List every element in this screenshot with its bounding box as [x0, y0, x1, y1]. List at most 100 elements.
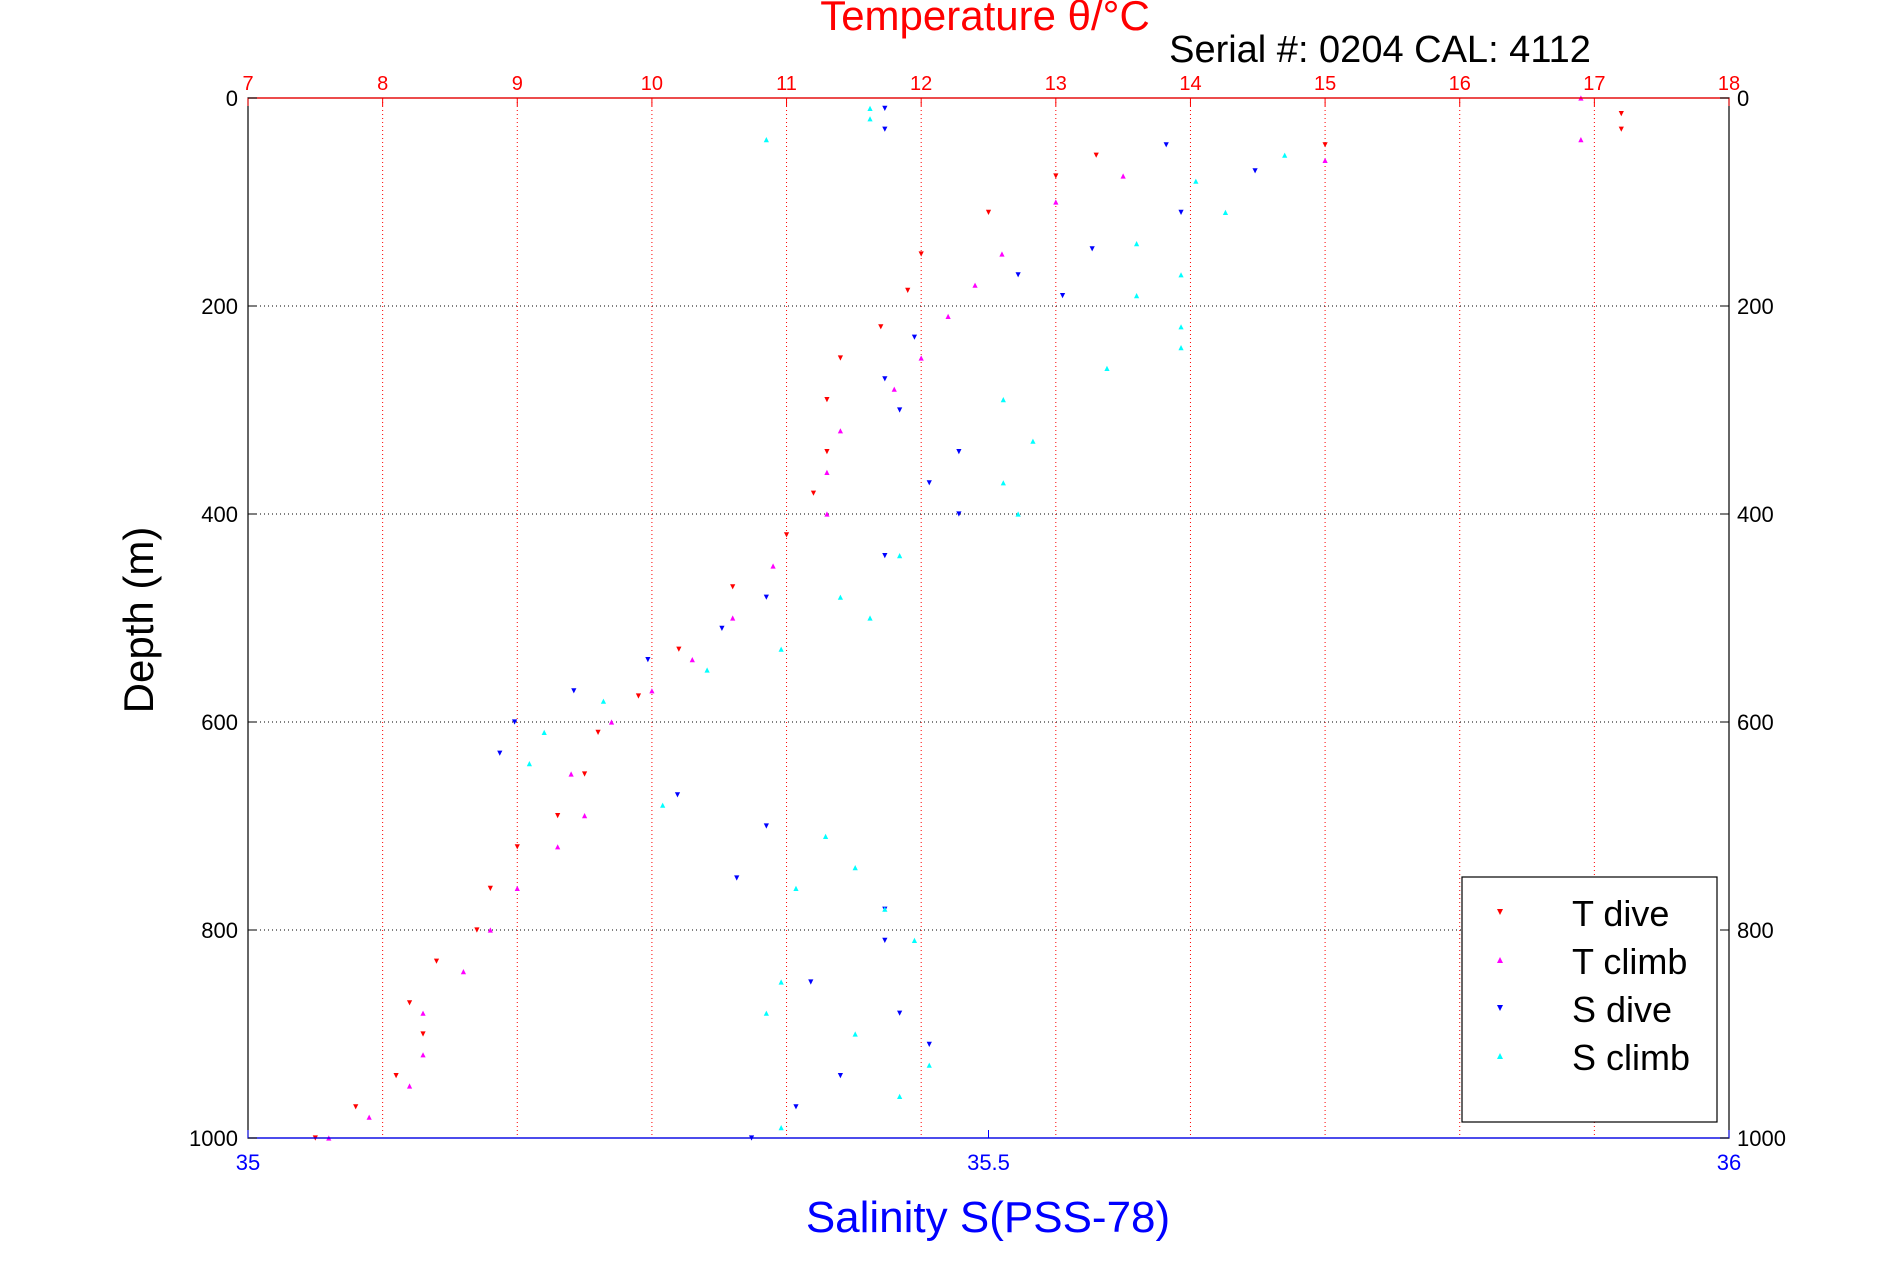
data-point — [824, 397, 830, 403]
data-point — [645, 657, 651, 663]
chart-title: Temperature θ/°C — [820, 0, 1150, 39]
data-point — [763, 137, 769, 143]
data-point — [956, 449, 962, 455]
data-point — [568, 771, 574, 777]
right-depth-tick-label: 1000 — [1737, 1126, 1786, 1151]
data-point — [734, 875, 740, 881]
series-s-dive — [497, 105, 1258, 1141]
data-point — [353, 1104, 359, 1110]
data-point — [897, 1093, 903, 1099]
series-layer — [312, 95, 1624, 1141]
data-point — [635, 693, 642, 699]
chart-subtitle: Serial #: 0204 CAL: 4112 — [1169, 29, 1591, 71]
data-point — [581, 771, 588, 777]
data-point — [882, 126, 888, 132]
data-point — [822, 833, 829, 839]
data-point — [763, 823, 769, 829]
bottom-tick-label: 35.5 — [967, 1150, 1010, 1175]
left-depth-tick-label: 1000 — [189, 1126, 238, 1151]
top-tick-label: 18 — [1718, 73, 1740, 95]
data-point — [926, 1041, 932, 1047]
top-tick-label: 9 — [512, 73, 523, 95]
data-point — [420, 1010, 426, 1016]
data-point — [778, 646, 784, 652]
data-point — [555, 813, 561, 819]
data-point — [1000, 480, 1006, 486]
top-tick-label: 13 — [1045, 73, 1067, 95]
legend-marker — [1497, 1053, 1503, 1059]
data-point — [541, 729, 547, 735]
data-point — [595, 729, 601, 735]
data-point — [778, 979, 784, 985]
data-point — [1134, 241, 1140, 247]
data-point — [1178, 209, 1184, 215]
data-point — [689, 657, 695, 663]
data-point — [393, 1073, 399, 1079]
data-point — [867, 105, 873, 111]
data-point — [1178, 345, 1184, 351]
legend-box — [1461, 876, 1718, 1123]
data-point — [882, 906, 888, 912]
data-point — [882, 937, 888, 943]
data-point — [891, 386, 897, 392]
top-tick-label: 12 — [910, 73, 932, 95]
left-depth-tick-label: 800 — [201, 918, 238, 943]
data-point — [608, 719, 615, 725]
data-point — [956, 511, 962, 517]
data-point — [1178, 272, 1184, 278]
data-point — [1618, 126, 1624, 132]
data-point — [867, 116, 873, 122]
data-point — [1193, 178, 1199, 184]
data-point — [497, 750, 503, 756]
series-t-climb — [326, 95, 1584, 1141]
data-point — [719, 625, 725, 631]
top-tick-label: 15 — [1314, 73, 1336, 95]
data-point — [985, 209, 992, 215]
data-point — [514, 844, 520, 850]
legend-label: S climb — [1572, 1037, 1690, 1078]
data-point — [1222, 209, 1229, 215]
data-point — [555, 844, 561, 850]
bottom-tick-label: 35 — [236, 1150, 260, 1175]
data-point — [783, 532, 790, 538]
data-point — [897, 407, 903, 413]
data-point — [837, 594, 843, 600]
data-point — [824, 449, 830, 455]
data-point — [824, 469, 830, 475]
data-point — [824, 511, 830, 517]
data-point — [1089, 246, 1095, 252]
data-point — [526, 761, 532, 767]
data-point — [1030, 438, 1036, 444]
top-tick-label: 10 — [641, 73, 663, 95]
top-tick-label: 17 — [1583, 73, 1605, 95]
legend-label: T dive — [1572, 893, 1669, 934]
data-point — [1178, 324, 1184, 330]
data-point — [793, 1104, 799, 1110]
data-point — [1104, 365, 1110, 371]
data-point — [420, 1031, 426, 1037]
data-point — [852, 1031, 858, 1037]
data-point — [837, 355, 843, 361]
data-point — [793, 885, 799, 891]
y-axis-label: Depth (m) — [115, 527, 162, 714]
data-point — [837, 1073, 843, 1079]
data-point — [600, 698, 607, 704]
data-point — [730, 615, 736, 621]
right-depth-tick-label: 800 — [1737, 918, 1774, 943]
legend: T dive T climb S dive S climb — [1461, 876, 1718, 1123]
data-point — [1282, 152, 1288, 158]
data-point — [808, 979, 814, 985]
data-point — [763, 1010, 769, 1016]
left-depth-tick-label: 0 — [226, 86, 238, 111]
top-tick-label: 8 — [377, 73, 388, 95]
data-point — [1053, 173, 1059, 179]
data-point — [778, 1125, 784, 1131]
data-point — [1093, 152, 1099, 158]
data-point — [1053, 199, 1059, 205]
data-point — [406, 1083, 413, 1089]
data-point — [918, 251, 924, 257]
data-point — [1252, 168, 1258, 174]
data-point — [897, 553, 903, 559]
data-point — [926, 480, 932, 486]
